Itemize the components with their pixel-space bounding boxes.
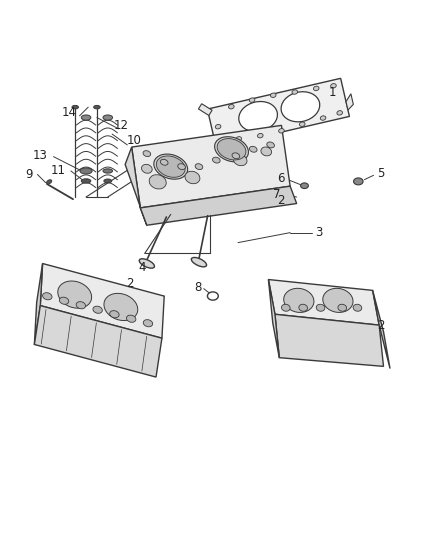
Ellipse shape	[249, 98, 255, 102]
Ellipse shape	[178, 164, 185, 169]
Polygon shape	[140, 186, 297, 225]
Polygon shape	[198, 104, 212, 116]
Ellipse shape	[217, 139, 246, 160]
Polygon shape	[125, 147, 147, 225]
Ellipse shape	[279, 128, 284, 133]
Text: 12: 12	[113, 119, 128, 132]
Ellipse shape	[103, 115, 113, 120]
Ellipse shape	[215, 136, 249, 162]
Ellipse shape	[149, 175, 166, 189]
Ellipse shape	[143, 320, 153, 327]
Ellipse shape	[139, 259, 154, 268]
Text: 7: 7	[273, 188, 280, 201]
Polygon shape	[268, 279, 379, 325]
Ellipse shape	[80, 168, 92, 174]
Text: 1: 1	[329, 86, 336, 99]
Ellipse shape	[76, 302, 86, 309]
Ellipse shape	[232, 153, 239, 159]
Polygon shape	[275, 314, 384, 366]
Ellipse shape	[323, 288, 353, 312]
Text: 2: 2	[277, 194, 284, 207]
Text: 3: 3	[315, 226, 322, 239]
Text: 4: 4	[139, 261, 146, 274]
Ellipse shape	[58, 281, 92, 308]
Ellipse shape	[104, 179, 112, 183]
Text: 2: 2	[378, 319, 385, 333]
Ellipse shape	[215, 125, 221, 129]
Ellipse shape	[353, 304, 362, 311]
Ellipse shape	[208, 292, 218, 300]
Ellipse shape	[195, 164, 203, 169]
Ellipse shape	[257, 133, 263, 138]
Polygon shape	[40, 263, 164, 338]
Ellipse shape	[354, 178, 363, 185]
Ellipse shape	[316, 304, 325, 311]
Polygon shape	[346, 94, 354, 110]
Ellipse shape	[93, 306, 102, 313]
Ellipse shape	[212, 157, 220, 163]
Ellipse shape	[156, 156, 185, 177]
Ellipse shape	[104, 293, 138, 320]
Ellipse shape	[281, 304, 290, 311]
Polygon shape	[208, 78, 350, 147]
Ellipse shape	[338, 304, 347, 311]
Ellipse shape	[299, 122, 305, 126]
Ellipse shape	[267, 142, 274, 148]
Ellipse shape	[239, 101, 277, 132]
Ellipse shape	[250, 147, 257, 152]
Ellipse shape	[292, 90, 298, 94]
Ellipse shape	[110, 311, 119, 318]
Ellipse shape	[154, 154, 187, 179]
Polygon shape	[268, 279, 279, 358]
Text: 10: 10	[126, 134, 141, 147]
Ellipse shape	[301, 183, 309, 189]
Ellipse shape	[42, 293, 52, 300]
Ellipse shape	[271, 93, 276, 98]
Ellipse shape	[81, 115, 91, 120]
Ellipse shape	[331, 84, 336, 88]
Ellipse shape	[191, 257, 207, 267]
Ellipse shape	[94, 106, 100, 109]
Ellipse shape	[229, 104, 234, 109]
Ellipse shape	[103, 169, 113, 173]
Ellipse shape	[81, 179, 91, 183]
Ellipse shape	[236, 136, 242, 141]
Text: 8: 8	[194, 281, 201, 294]
Polygon shape	[132, 125, 290, 208]
Text: 6: 6	[277, 172, 284, 185]
Text: 2: 2	[126, 277, 133, 290]
Ellipse shape	[299, 304, 308, 311]
Ellipse shape	[126, 315, 136, 322]
Ellipse shape	[143, 151, 151, 157]
Ellipse shape	[261, 147, 272, 156]
Ellipse shape	[320, 116, 326, 120]
Ellipse shape	[284, 288, 314, 312]
Polygon shape	[35, 263, 42, 344]
Ellipse shape	[185, 171, 200, 184]
Ellipse shape	[313, 86, 319, 91]
Ellipse shape	[142, 164, 152, 173]
Text: 5: 5	[377, 167, 384, 180]
Ellipse shape	[47, 180, 52, 184]
Ellipse shape	[281, 92, 320, 122]
Ellipse shape	[337, 111, 343, 115]
Text: 14: 14	[61, 106, 76, 119]
Text: 9: 9	[25, 168, 32, 181]
Polygon shape	[35, 305, 162, 377]
Polygon shape	[373, 290, 390, 368]
Ellipse shape	[160, 159, 168, 165]
Ellipse shape	[233, 155, 247, 166]
Text: 13: 13	[33, 149, 48, 162]
Text: 11: 11	[50, 165, 66, 177]
Ellipse shape	[59, 297, 69, 304]
Ellipse shape	[72, 106, 79, 109]
